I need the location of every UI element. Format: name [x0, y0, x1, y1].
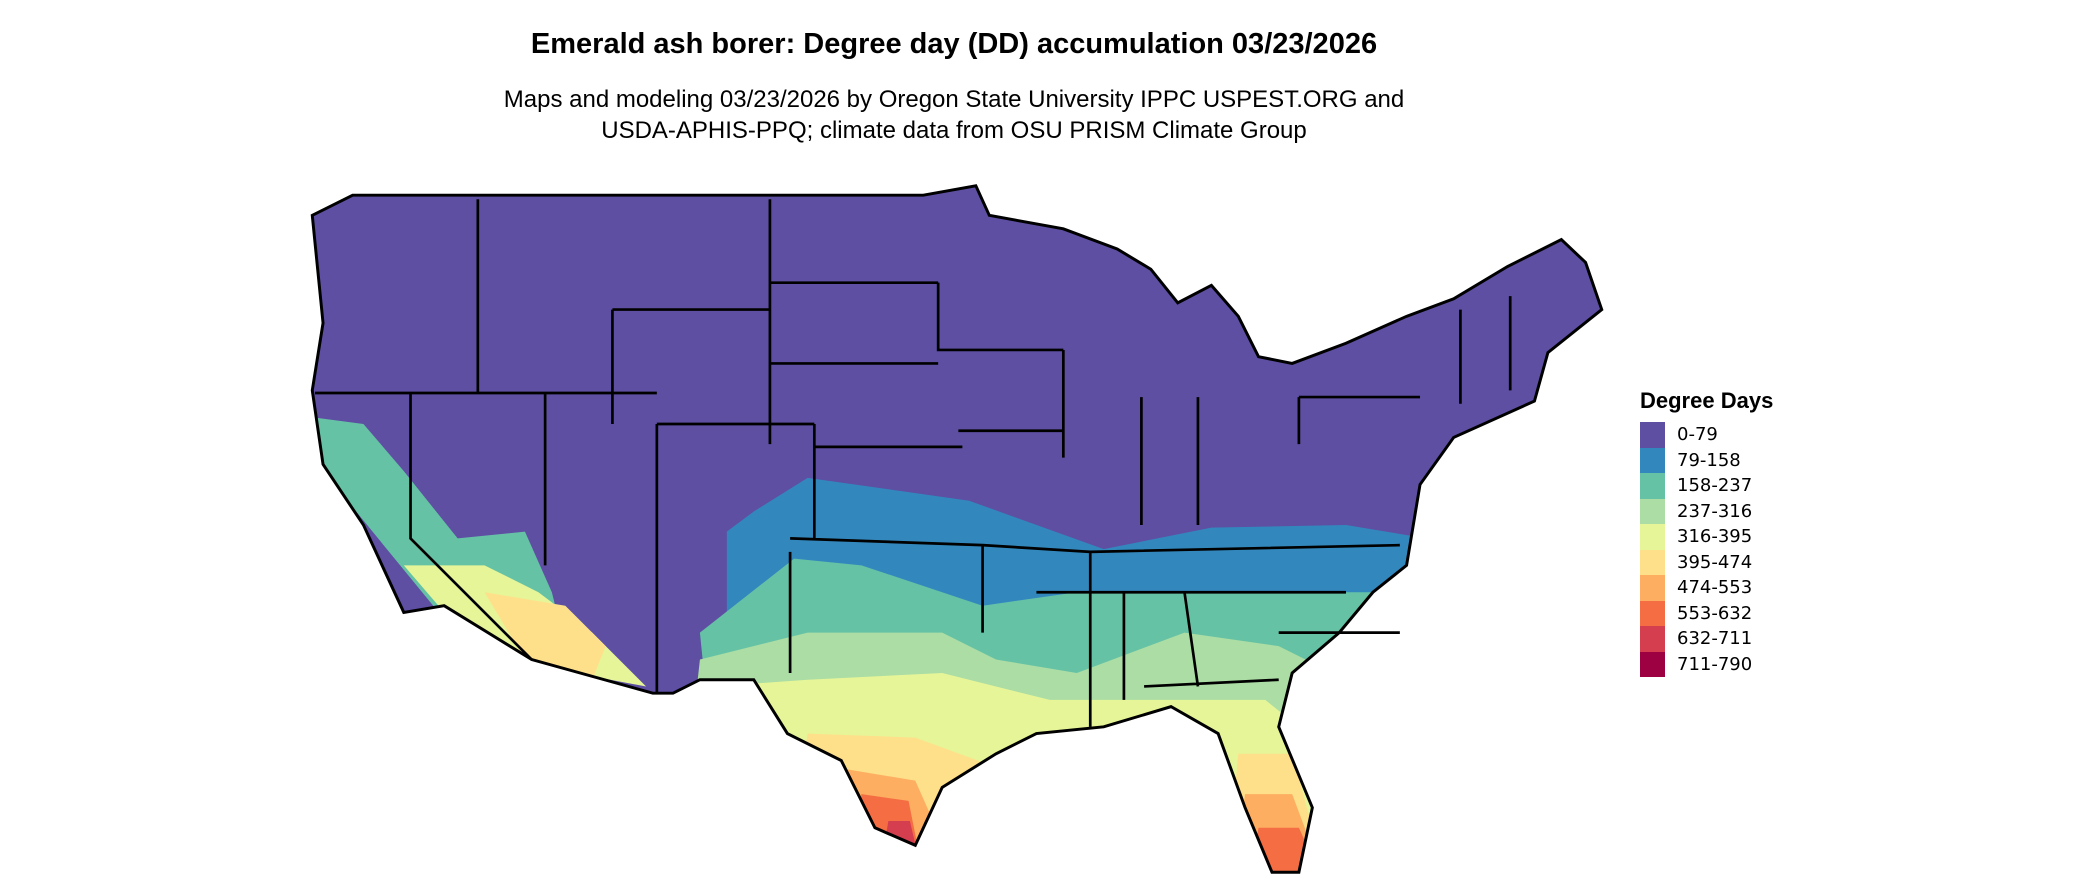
legend-swatch [1640, 626, 1665, 652]
legend-swatch [1640, 524, 1665, 550]
legend-label: 237-316 [1677, 500, 1753, 522]
legend-swatch [1640, 600, 1665, 626]
legend-label: 395-474 [1677, 551, 1753, 573]
legend-item: 553-632 [1640, 600, 1773, 626]
region-553-632-fl [1245, 827, 1333, 873]
legend-item: 158-237 [1640, 473, 1773, 499]
legend-swatch [1640, 549, 1665, 575]
legend-item: 0-79 [1640, 422, 1773, 448]
legend-label: 474-553 [1677, 577, 1753, 599]
legend-item: 395-474 [1640, 549, 1773, 575]
legend-item: 711-790 [1640, 651, 1773, 677]
legend-swatch [1640, 651, 1665, 677]
subtitle-line-1: Maps and modeling 03/23/2026 by Oregon S… [503, 86, 1405, 113]
legend-label: 632-711 [1677, 628, 1753, 650]
map-subtitle: Maps and modeling 03/23/2026 by Oregon S… [0, 84, 1908, 146]
legend-item: 474-553 [1640, 575, 1773, 601]
legend-label: 79-158 [1677, 449, 1741, 471]
legend-swatch [1640, 422, 1665, 448]
legend-label: 0-79 [1677, 424, 1718, 446]
map-body [310, 184, 1604, 874]
legend-title: Degree Days [1640, 388, 1774, 413]
region-395-474-west [484, 592, 606, 680]
legend-label: 553-632 [1677, 602, 1753, 624]
legend-label: 158-237 [1677, 475, 1753, 497]
legend-item: 79-158 [1640, 447, 1773, 473]
map-title: Emerald ash borer: Degree day (DD) accum… [530, 28, 1378, 60]
subtitle-line-2: USDA-APHIS-PPQ; climate data from OSU PR… [601, 117, 1307, 144]
legend-item: 316-395 [1640, 524, 1773, 550]
legend-label: 316-395 [1677, 526, 1753, 548]
legend-item: 632-711 [1640, 626, 1773, 652]
legend-label: 711-790 [1677, 653, 1753, 675]
us-outline [310, 184, 1604, 874]
region-316-395 [672, 672, 1333, 873]
legend: Degree Days 0-79 79-158 158-237 237-316 316-… [1640, 388, 1773, 677]
legend-swatch [1640, 473, 1665, 499]
state-boundaries [314, 199, 1512, 727]
legend-swatch [1640, 447, 1665, 473]
legend-item: 237-316 [1640, 498, 1773, 524]
legend-swatch [1640, 575, 1665, 601]
legend-swatch [1640, 498, 1665, 524]
